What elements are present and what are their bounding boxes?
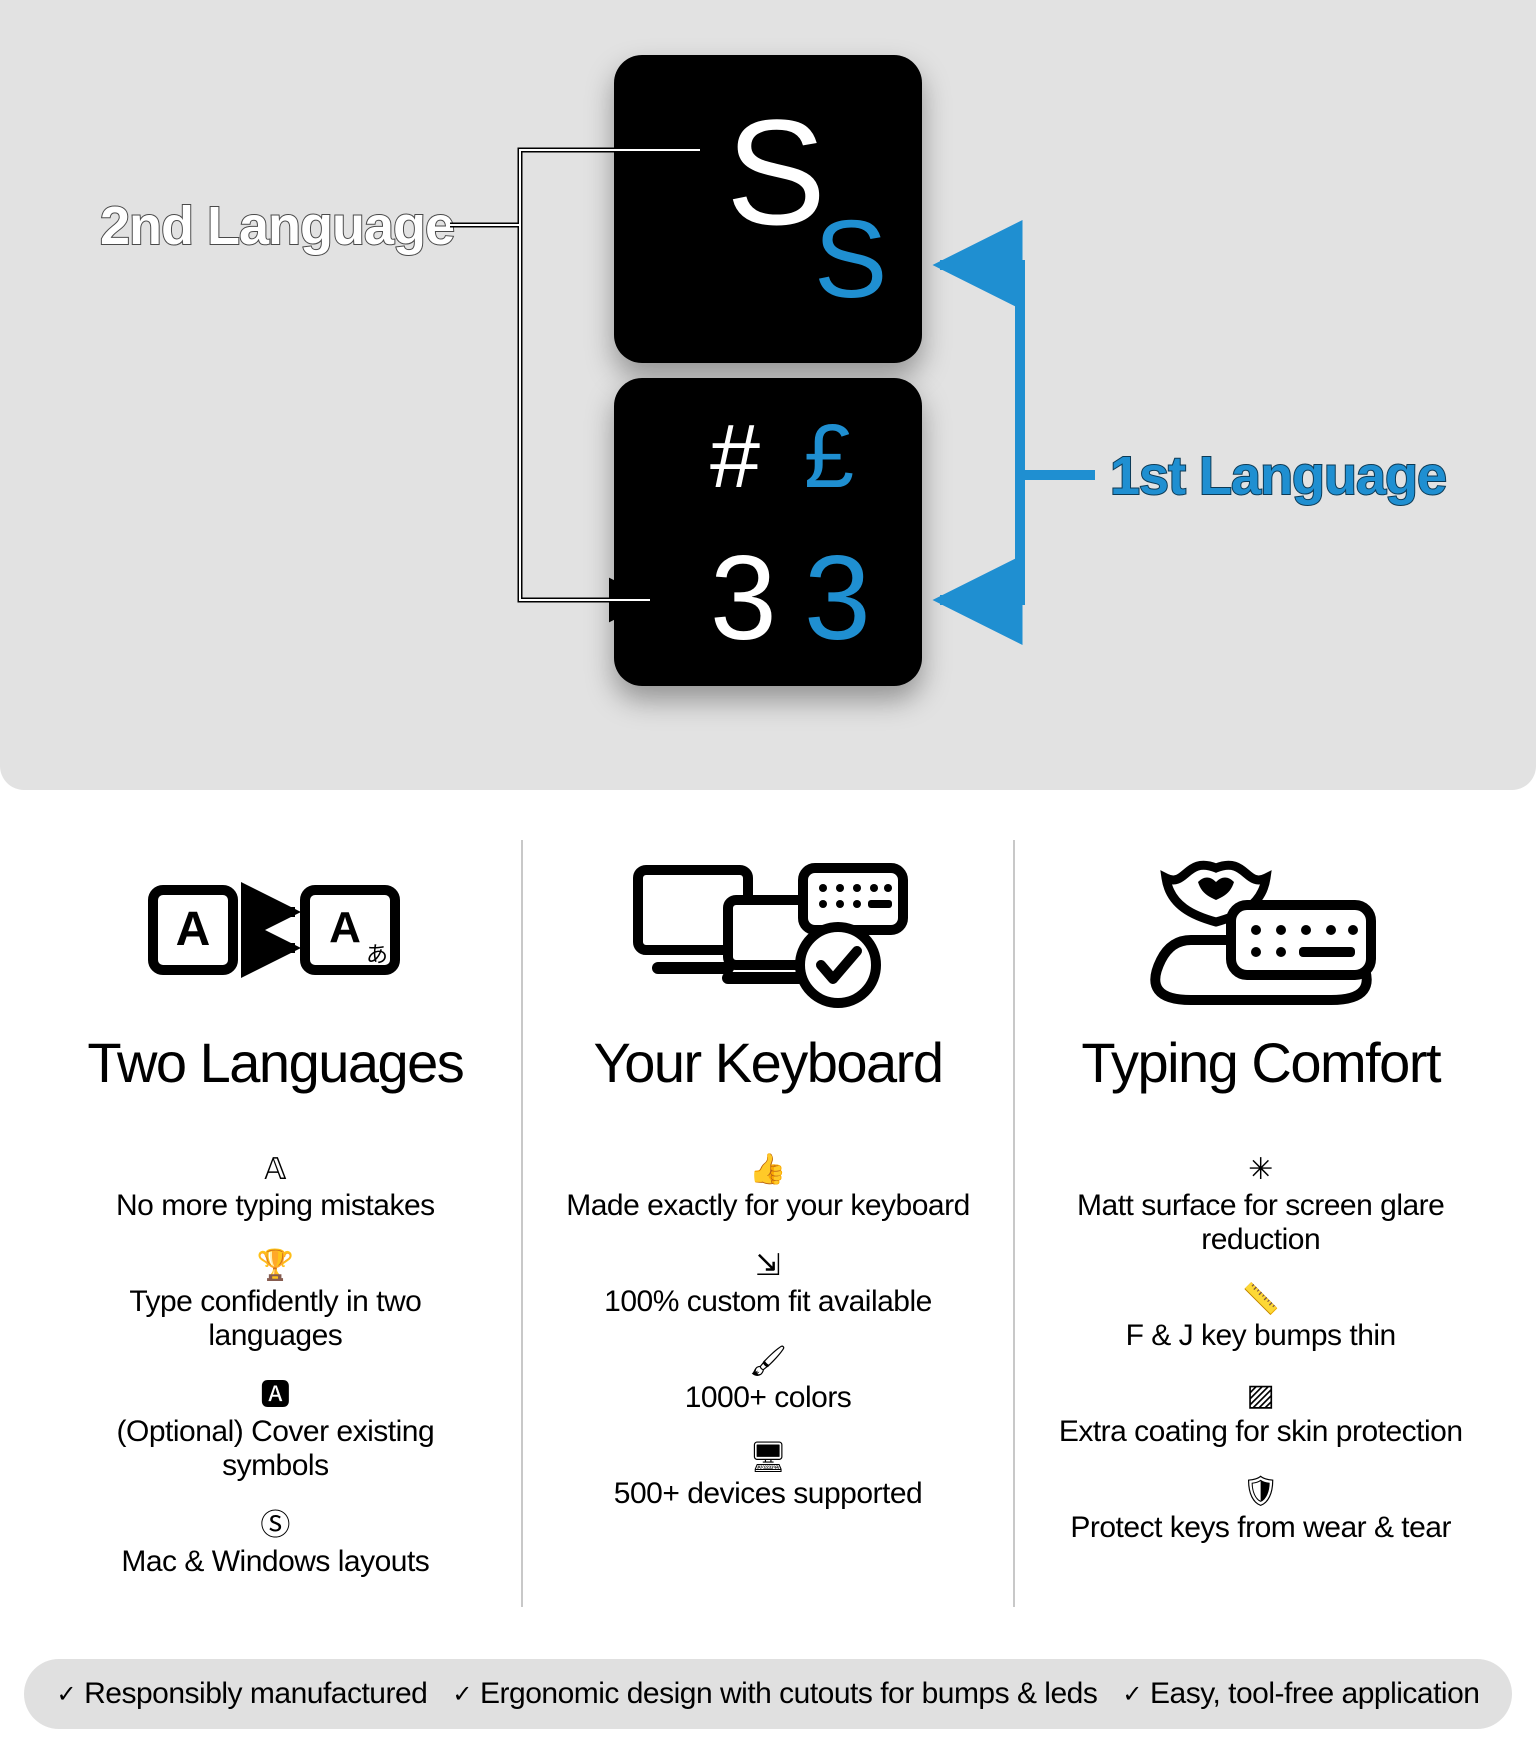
benefit: 📏 F & J key bumps thin — [1045, 1285, 1476, 1353]
benefit-icon: Ⓢ — [60, 1511, 491, 1541]
benefit-text: Matt surface for screen glare reduction — [1045, 1189, 1476, 1257]
first-language-label: 1st Language — [1110, 445, 1446, 507]
svg-text:A: A — [329, 903, 361, 952]
benefit-text: Made exactly for your keyboard — [553, 1189, 984, 1223]
benefit-text: (Optional) Cover existing symbols — [60, 1415, 491, 1483]
benefit: ✳ Matt surface for screen glare reduction — [1045, 1155, 1476, 1257]
column-typing-comfort: Typing Comfort ✳ Matt surface for screen … — [1013, 840, 1506, 1607]
benefit-icon: 𝔸 — [60, 1155, 491, 1185]
column-your-keyboard: Your Keyboard 👍 Made exactly for your key… — [521, 840, 1014, 1607]
features-row: A A あ Two Languages 𝔸 No more typing mist… — [0, 790, 1536, 1647]
benefit-icon: 🛡 — [1045, 1477, 1476, 1507]
column-title: Typing Comfort — [1045, 1030, 1476, 1095]
benefit-icon: 📏 — [1045, 1285, 1476, 1315]
benefit-icon: 👍 — [553, 1155, 984, 1185]
benefit: 🛡 Protect keys from wear & tear — [1045, 1477, 1476, 1545]
footer-bar: Responsibly manufactured Ergonomic desig… — [24, 1659, 1512, 1729]
keycap-3-blue: 3 — [804, 538, 871, 658]
column-title: Your Keyboard — [553, 1030, 984, 1095]
your-keyboard-icon — [553, 840, 984, 1020]
benefit-icon: 🅰 — [60, 1381, 491, 1411]
benefit-text: Mac & Windows layouts — [60, 1545, 491, 1579]
keycap-hash-white: # — [710, 412, 760, 502]
benefit: ⇲ 100% custom fit available — [553, 1251, 984, 1319]
keycap-s-white: S — [726, 97, 826, 247]
benefit-text: Type confidently in two languages — [60, 1285, 491, 1353]
footer-item: Responsibly manufactured — [57, 1677, 428, 1711]
benefit-icon: ✳ — [1045, 1155, 1476, 1185]
keycap-pound-blue: £ — [804, 412, 854, 502]
hero-diagram: 2nd Language 1st Language S S # £ 3 3 — [0, 0, 1536, 790]
footer-item: Easy, tool-free application — [1122, 1677, 1479, 1711]
two-languages-icon: A A あ — [60, 840, 491, 1020]
benefit: 𝔸 No more typing mistakes — [60, 1155, 491, 1223]
benefit-text: F & J key bumps thin — [1045, 1319, 1476, 1353]
typing-comfort-icon — [1045, 840, 1476, 1020]
benefit-icon: 🖌 — [553, 1347, 984, 1377]
keycap-3: # £ 3 3 — [614, 378, 922, 686]
benefit: 👍 Made exactly for your keyboard — [553, 1155, 984, 1223]
svg-text:A: A — [176, 903, 211, 956]
keycap-3-white: 3 — [710, 538, 777, 658]
benefit: 🏆 Type confidently in two languages — [60, 1251, 491, 1353]
benefit: 🅰 (Optional) Cover existing symbols — [60, 1381, 491, 1483]
benefit: ▨ Extra coating for skin protection — [1045, 1381, 1476, 1449]
benefit-text: No more typing mistakes — [60, 1189, 491, 1223]
benefit: 🖥 500+ devices supported — [553, 1443, 984, 1511]
benefit-icon: ⇲ — [553, 1251, 984, 1281]
benefit: Ⓢ Mac & Windows layouts — [60, 1511, 491, 1579]
keycap-s: S S — [614, 55, 922, 363]
benefit-text: 1000+ colors — [553, 1381, 984, 1415]
benefit-icon: 🏆 — [60, 1251, 491, 1281]
benefit-icon: ▨ — [1045, 1381, 1476, 1411]
column-two-languages: A A あ Two Languages 𝔸 No more typing mist… — [30, 840, 521, 1607]
svg-text:あ: あ — [366, 942, 388, 967]
column-title: Two Languages — [60, 1030, 491, 1095]
second-language-label: 2nd Language — [100, 195, 454, 257]
benefit: 🖌 1000+ colors — [553, 1347, 984, 1415]
benefit-text: Protect keys from wear & tear — [1045, 1511, 1476, 1545]
footer-item: Ergonomic design with cutouts for bumps … — [452, 1677, 1097, 1711]
benefit-text: 100% custom fit available — [553, 1285, 984, 1319]
keycap-s-blue: S — [814, 205, 887, 315]
benefit-text: Extra coating for skin protection — [1045, 1415, 1476, 1449]
benefit-text: 500+ devices supported — [553, 1477, 984, 1511]
benefit-icon: 🖥 — [553, 1443, 984, 1473]
